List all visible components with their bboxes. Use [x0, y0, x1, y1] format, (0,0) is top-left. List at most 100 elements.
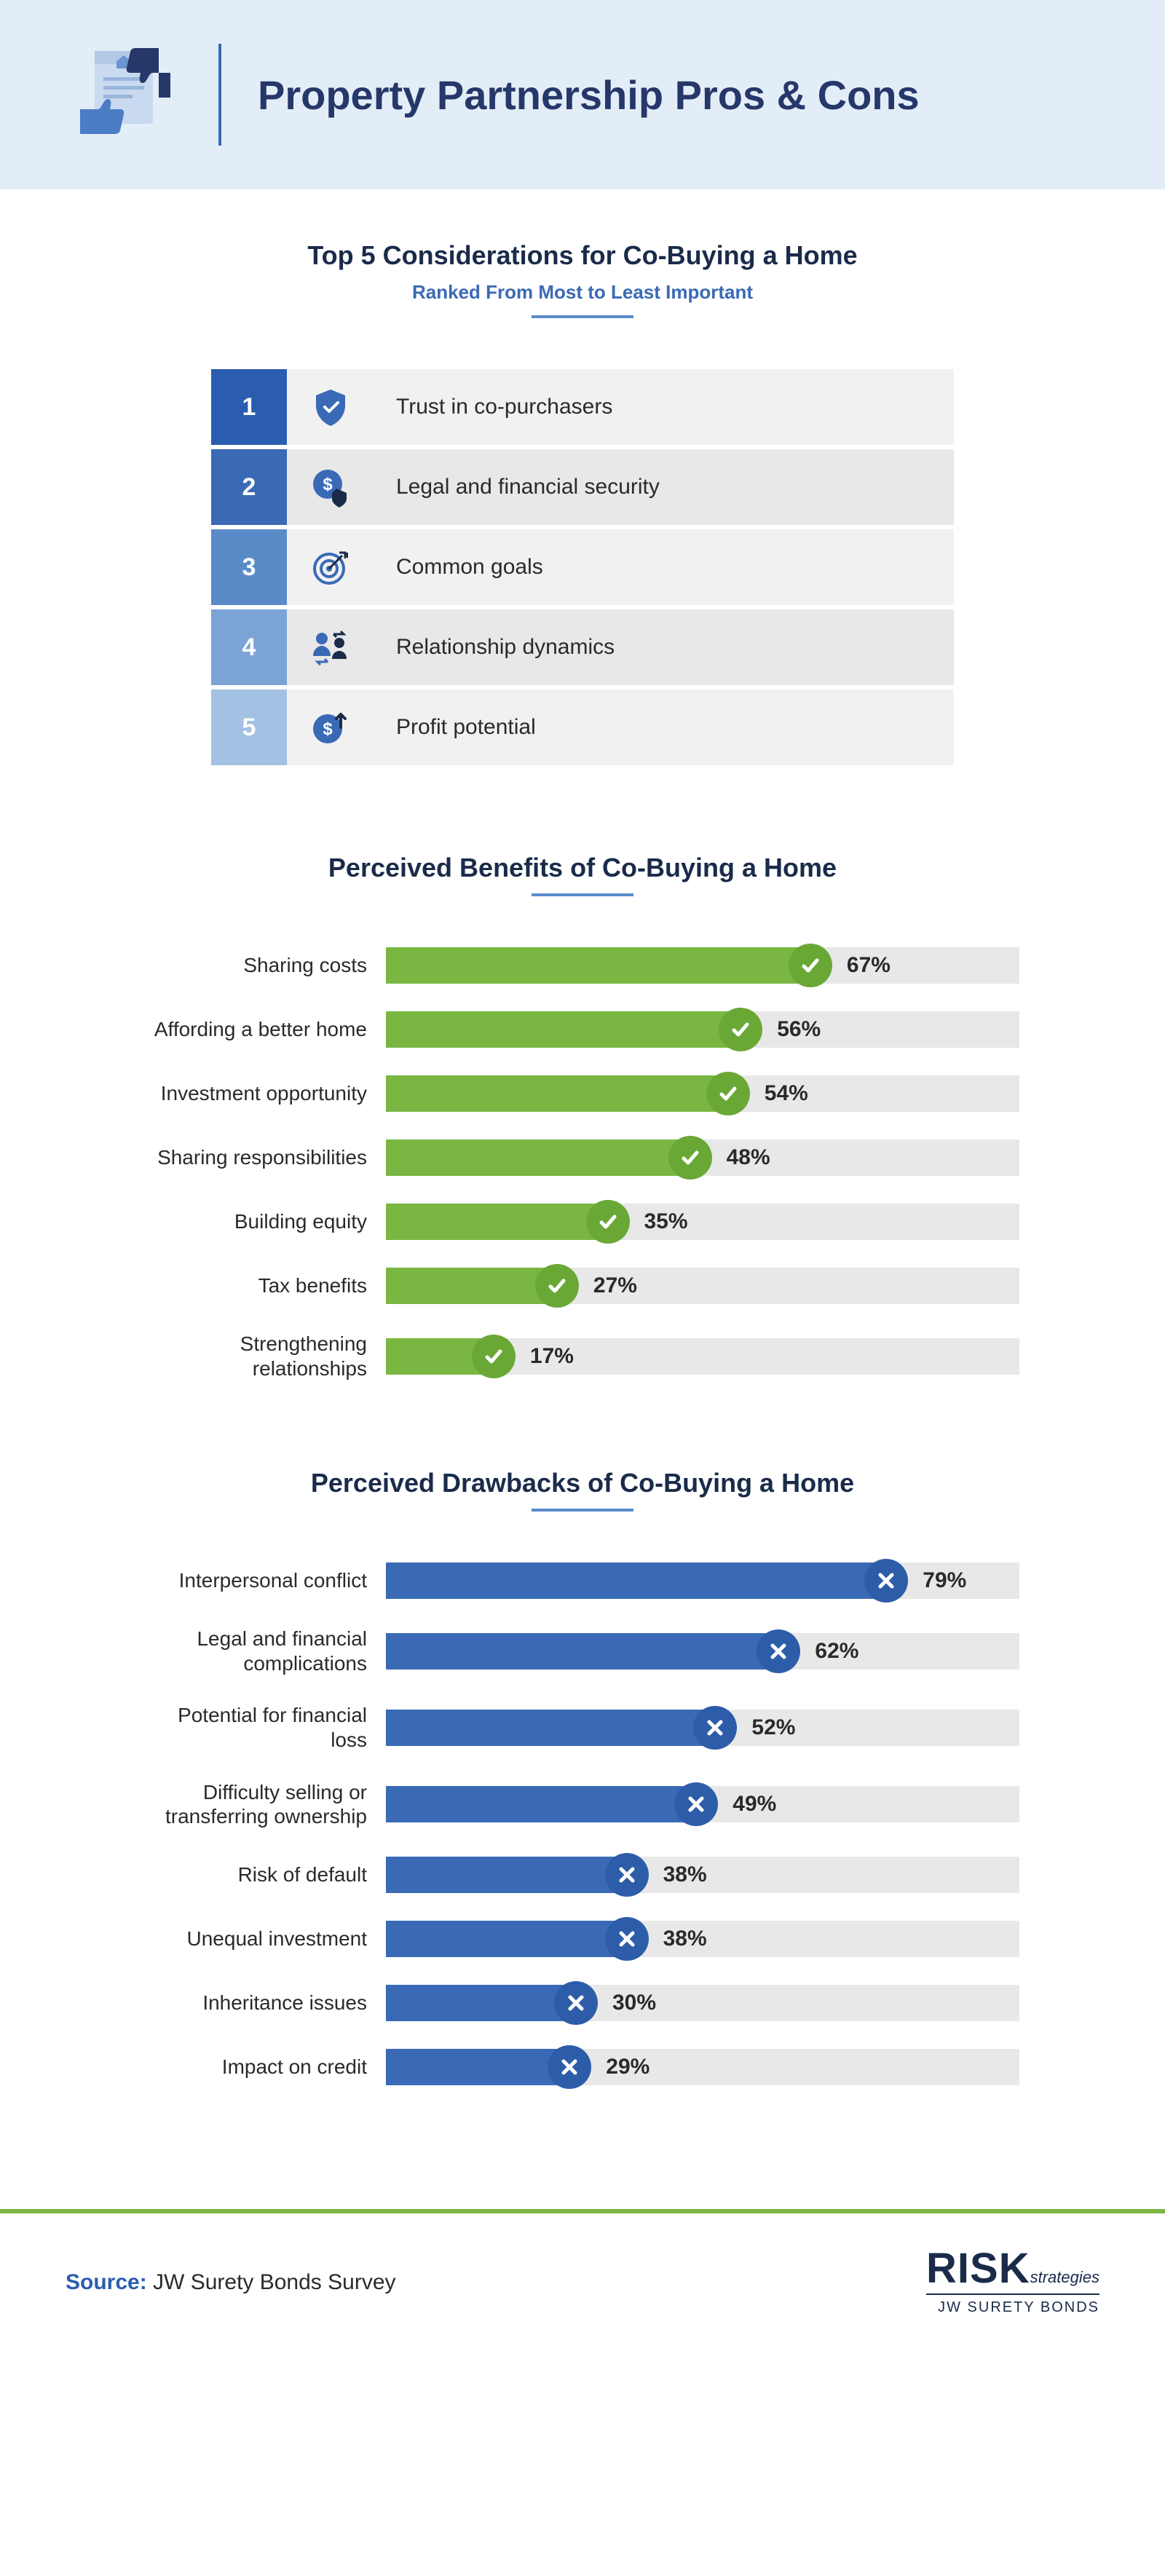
source-text: JW Surety Bonds Survey — [153, 2270, 395, 2294]
chart-row: Investment opportunity 54% — [146, 1075, 1019, 1112]
ranked-row: 1 Trust in co-purchasers — [211, 369, 954, 445]
logo-strategies: strategies — [1030, 2268, 1099, 2286]
chart-value: 67% — [847, 953, 890, 978]
check-icon — [719, 1008, 762, 1051]
chart-bar: 79% — [386, 1562, 886, 1599]
ranked-subtitle: Ranked From Most to Least Important — [116, 281, 1048, 304]
ranked-label: Trust in co-purchasers — [374, 369, 954, 445]
chart-bar: 56% — [386, 1011, 741, 1048]
check-icon — [472, 1335, 516, 1378]
ranked-label: Profit potential — [374, 690, 954, 765]
chart-row: Difficulty selling or transferring owner… — [146, 1780, 1019, 1829]
footer: Source: JW Surety Bonds Survey RISKstrat… — [0, 2209, 1165, 2382]
chart-label: Unequal investment — [146, 1927, 386, 1951]
header-band: Property Partnership Pros & Cons — [0, 0, 1165, 189]
check-icon — [789, 944, 832, 987]
chart-value: 48% — [727, 1145, 770, 1170]
source-line: Source: JW Surety Bonds Survey — [66, 2270, 396, 2295]
x-icon — [693, 1706, 737, 1750]
content-area: Top 5 Considerations for Co-Buying a Hom… — [0, 189, 1165, 2209]
chart-label: Building equity — [146, 1209, 386, 1234]
chart-bar: 62% — [386, 1633, 778, 1670]
chart-track: 54% — [386, 1075, 1019, 1112]
chart-track: 35% — [386, 1204, 1019, 1240]
benefits-chart: Sharing costs67% Affording a better home5… — [146, 947, 1019, 1380]
chart-value: 27% — [593, 1273, 637, 1298]
thumbs-doc-icon — [66, 44, 182, 146]
drawbacks-title: Perceived Drawbacks of Co-Buying a Home — [116, 1468, 1048, 1498]
chart-value: 62% — [815, 1639, 858, 1664]
chart-label: Legal and financial complications — [146, 1627, 386, 1675]
chart-track: 38% — [386, 1857, 1019, 1893]
chart-bar: 29% — [386, 2049, 569, 2085]
chart-value: 30% — [612, 1991, 656, 2015]
header-divider — [218, 44, 221, 146]
dollar-shield-icon: $ — [287, 449, 374, 525]
drawbacks-chart: Interpersonal conflict79% Legal and finan… — [146, 1562, 1019, 2085]
chart-bar: 30% — [386, 1985, 576, 2021]
chart-track: 52% — [386, 1710, 1019, 1746]
ranked-number: 4 — [211, 609, 287, 685]
chart-row: Interpersonal conflict79% — [146, 1562, 1019, 1599]
chart-bar: 17% — [386, 1338, 494, 1375]
chart-label: Tax benefits — [146, 1273, 386, 1298]
check-icon — [535, 1264, 579, 1308]
chart-value: 38% — [663, 1862, 707, 1887]
chart-value: 38% — [663, 1927, 707, 1951]
chart-row: Potential for financial loss52% — [146, 1703, 1019, 1752]
chart-value: 52% — [751, 1715, 795, 1740]
ranked-label: Legal and financial security — [374, 449, 954, 525]
benefits-title: Perceived Benefits of Co-Buying a Home — [116, 853, 1048, 883]
logo-main: RISK — [926, 2245, 1030, 2292]
ranked-number: 5 — [211, 690, 287, 765]
chart-row: Strengthening relationships17% — [146, 1332, 1019, 1380]
chart-row: Inheritance issues30% — [146, 1985, 1019, 2021]
ranked-row: 3Common goals — [211, 529, 954, 605]
source-label: Source: — [66, 2270, 147, 2294]
chart-track: 30% — [386, 1985, 1019, 2021]
ranked-number: 3 — [211, 529, 287, 605]
chart-label: Inheritance issues — [146, 1991, 386, 2015]
ranked-number: 1 — [211, 369, 287, 445]
page-title: Property Partnership Pros & Cons — [258, 71, 920, 119]
chart-bar: 27% — [386, 1268, 557, 1304]
check-icon — [706, 1072, 750, 1115]
x-icon — [605, 1917, 649, 1961]
people-swap-icon — [287, 609, 374, 685]
x-icon — [605, 1853, 649, 1897]
chart-bar: 52% — [386, 1710, 715, 1746]
chart-track: 56% — [386, 1011, 1019, 1048]
ranked-list: 1Trust in co-purchasers2$Legal and finan… — [211, 369, 954, 765]
chart-row: Unequal investment 38% — [146, 1921, 1019, 1957]
target-icon — [287, 529, 374, 605]
chart-track: 27% — [386, 1268, 1019, 1304]
chart-label: Strengthening relationships — [146, 1332, 386, 1380]
chart-row: Sharing costs67% — [146, 947, 1019, 984]
logo-sub: JW SURETY BONDS — [926, 2293, 1099, 2316]
chart-bar: 38% — [386, 1857, 627, 1893]
chart-value: 35% — [644, 1209, 688, 1234]
check-icon — [586, 1200, 630, 1244]
brand-logo: RISKstrategies JW SURETY BONDS — [926, 2250, 1099, 2316]
chart-row: Sharing responsibilities48% — [146, 1139, 1019, 1176]
chart-bar: 67% — [386, 947, 810, 984]
chart-value: 54% — [765, 1081, 808, 1106]
chart-row: Tax benefits27% — [146, 1268, 1019, 1304]
x-icon — [864, 1559, 908, 1603]
ranked-label: Relationship dynamics — [374, 609, 954, 685]
chart-label: Difficulty selling or transferring owner… — [146, 1780, 386, 1829]
chart-track: 62% — [386, 1633, 1019, 1670]
svg-text:$: $ — [323, 475, 333, 494]
x-icon — [548, 2045, 591, 2089]
section-underline — [532, 893, 633, 896]
chart-row: Affording a better home56% — [146, 1011, 1019, 1048]
chart-track: 17% — [386, 1338, 1019, 1375]
section-underline — [532, 1509, 633, 1512]
chart-track: 49% — [386, 1786, 1019, 1822]
chart-value: 49% — [732, 1792, 776, 1817]
chart-label: Potential for financial loss — [146, 1703, 386, 1752]
chart-value: 79% — [923, 1568, 966, 1593]
chart-track: 29% — [386, 2049, 1019, 2085]
chart-label: Risk of default — [146, 1862, 386, 1887]
chart-label: Investment opportunity — [146, 1081, 386, 1106]
